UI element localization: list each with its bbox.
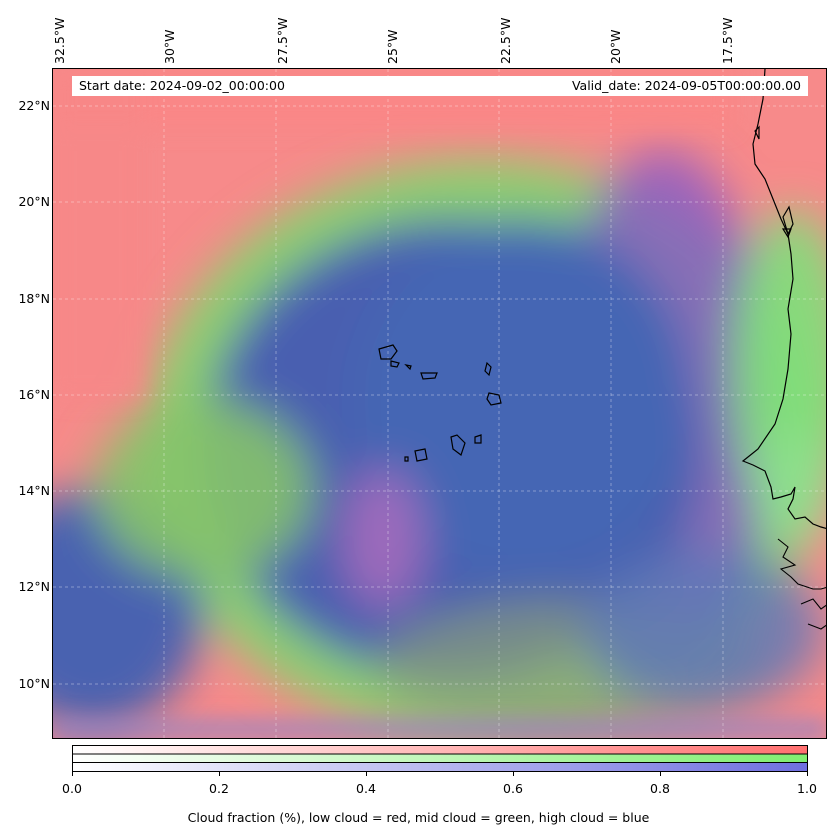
colorbar-tick-label: 0.0 <box>62 781 82 796</box>
cloud-fraction-map <box>52 68 827 739</box>
colorbar-tick-label: 0.4 <box>356 781 376 796</box>
gridlines <box>53 69 826 738</box>
start-date-label: Start date: 2024-09-02_00:00:00 <box>79 78 285 93</box>
cape-verde-islands <box>378 125 794 462</box>
colorbar-label: Cloud fraction (%), low cloud = red, mid… <box>187 810 650 825</box>
colorbar-mid <box>72 753 808 763</box>
colorbar-low <box>72 745 808 755</box>
lat-label: 10°N <box>18 676 50 691</box>
colorbar-tick-label: 0.8 <box>650 781 670 796</box>
lat-label: 12°N <box>18 579 50 594</box>
lon-label: 20°W <box>608 29 623 64</box>
colorbar <box>72 745 808 772</box>
lat-label: 18°N <box>18 291 50 306</box>
date-info-box: Start date: 2024-09-02_00:00:00 Valid_da… <box>72 76 808 96</box>
lon-label: 30°W <box>162 29 177 64</box>
colorbar-tick-label: 1.0 <box>797 781 817 796</box>
map-canvas <box>53 69 826 738</box>
lon-label: 25°W <box>385 29 400 64</box>
valid-date-label: Valid_date: 2024-09-05T00:00:00.00 <box>571 78 801 93</box>
lat-label: 20°N <box>18 194 50 209</box>
lon-label: 17.5°W <box>720 17 735 64</box>
lon-label: 27.5°W <box>275 17 290 64</box>
colorbar-high <box>72 762 808 772</box>
coastline <box>741 69 826 530</box>
lat-label: 22°N <box>18 98 50 113</box>
lon-label: 32.5°W <box>52 17 67 64</box>
lon-label: 22.5°W <box>498 17 513 64</box>
lat-label: 16°N <box>18 387 50 402</box>
colorbar-tick-label: 0.6 <box>503 781 523 796</box>
colorbar-tick-label: 0.2 <box>209 781 229 796</box>
lat-label: 14°N <box>18 483 50 498</box>
